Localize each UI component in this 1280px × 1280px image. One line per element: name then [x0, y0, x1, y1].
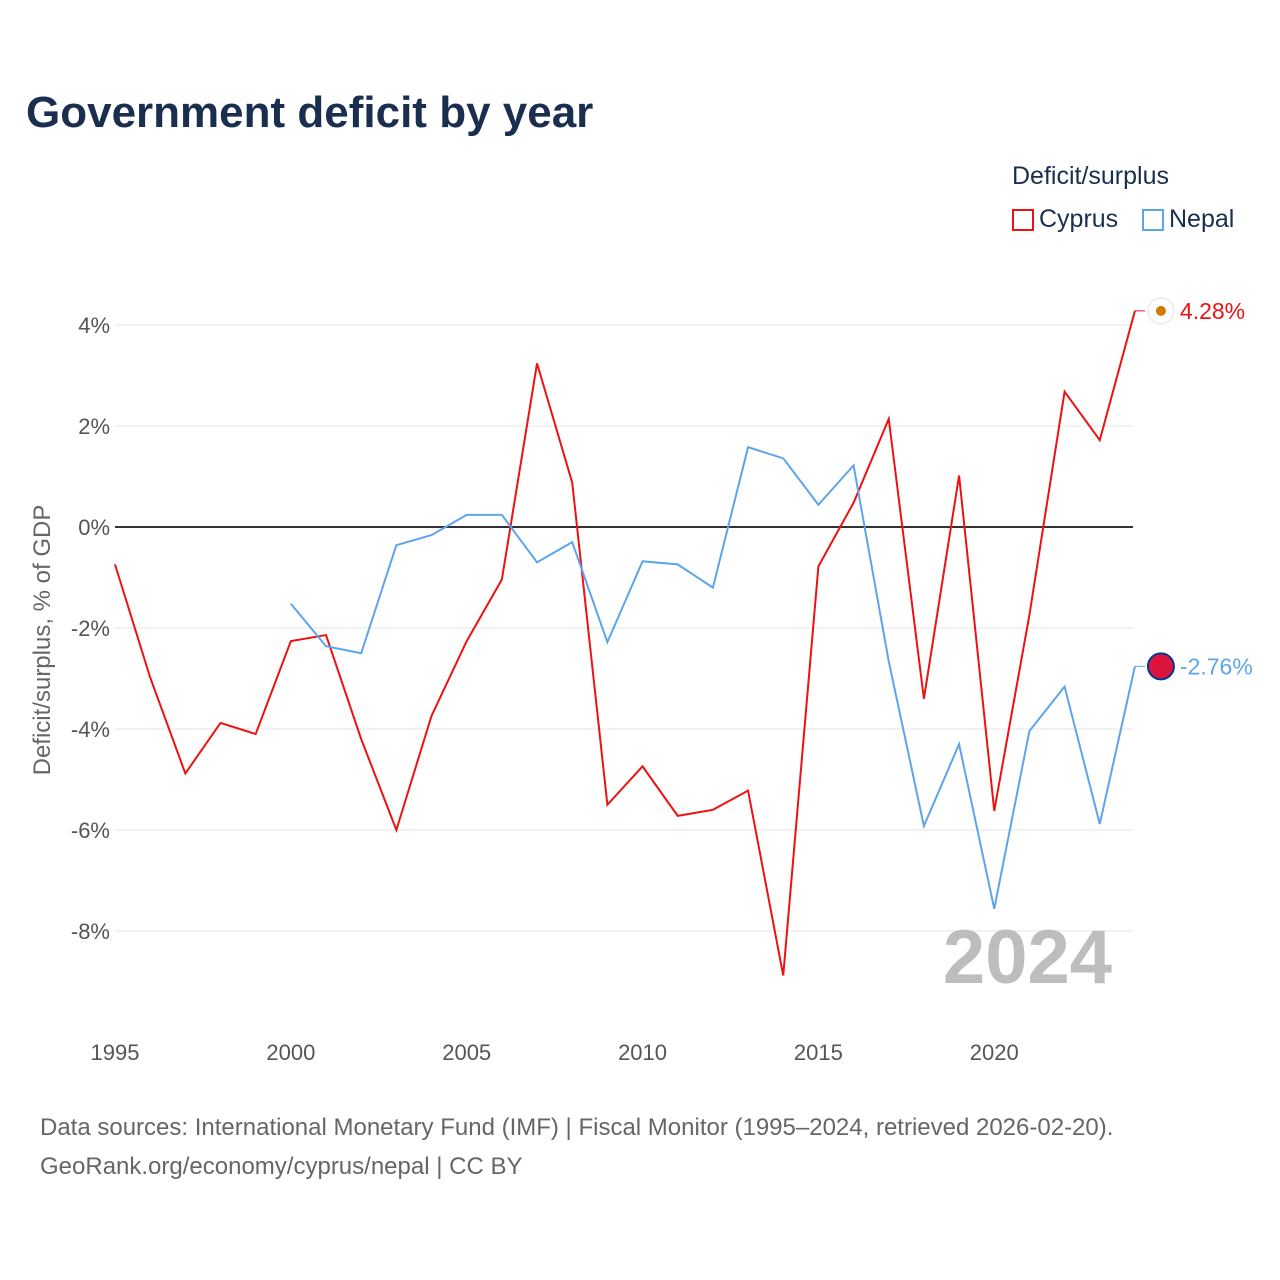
series-line-nepal [290, 445, 1136, 909]
legend-swatch-cyprus [1012, 208, 1034, 231]
source-text: Data sources: International Monetary Fun… [40, 1114, 1114, 1141]
y-axis-label: Deficit/surplus, % of GDP [29, 505, 56, 776]
attribution-text: GeoRank.org/economy/cyprus/nepal | CC BY [40, 1153, 523, 1180]
y-tick-label: -4% [71, 717, 110, 742]
year-watermark: 2024 [943, 915, 1112, 1000]
series-line-cyprus [114, 310, 1136, 976]
x-tick-label: 2000 [266, 1040, 315, 1065]
legend-item-cyprus[interactable]: Cyprus [1012, 205, 1118, 234]
legend-swatch-nepal [1142, 208, 1164, 231]
flag-icon-nepal [1146, 652, 1175, 681]
line-chart: 4% 2% 0% -2% -4% -6% -8% 1995 2000 2005 2010 2015 20… [29, 296, 1253, 1065]
y-tick-label: 2% [78, 414, 110, 439]
x-tick-label: 2005 [442, 1040, 491, 1065]
legend-label: Cyprus [1039, 205, 1119, 233]
y-tick-label: 4% [78, 313, 110, 338]
y-tick-label: -8% [71, 919, 110, 944]
end-value-label: 4.28% [1180, 298, 1245, 324]
legend-label: Nepal [1169, 205, 1235, 233]
legend-title: Deficit/surplus [1012, 162, 1169, 190]
y-tick-label: -2% [71, 616, 110, 641]
x-tick-label: 2015 [794, 1040, 843, 1065]
flag-emblem [1155, 305, 1166, 316]
end-value-label: -2.76% [1180, 653, 1253, 679]
x-tick-label: 1995 [91, 1040, 140, 1065]
legend-item-nepal[interactable]: Nepal [1142, 205, 1234, 234]
y-tick-label: 0% [78, 515, 110, 540]
footer: Data sources: International Monetary Fun… [40, 1108, 1113, 1186]
chart-title: Government deficit by year [26, 88, 594, 137]
x-tick-label: 2020 [970, 1040, 1019, 1065]
x-tick-label: 2010 [618, 1040, 667, 1065]
y-tick-label: -6% [71, 818, 110, 843]
